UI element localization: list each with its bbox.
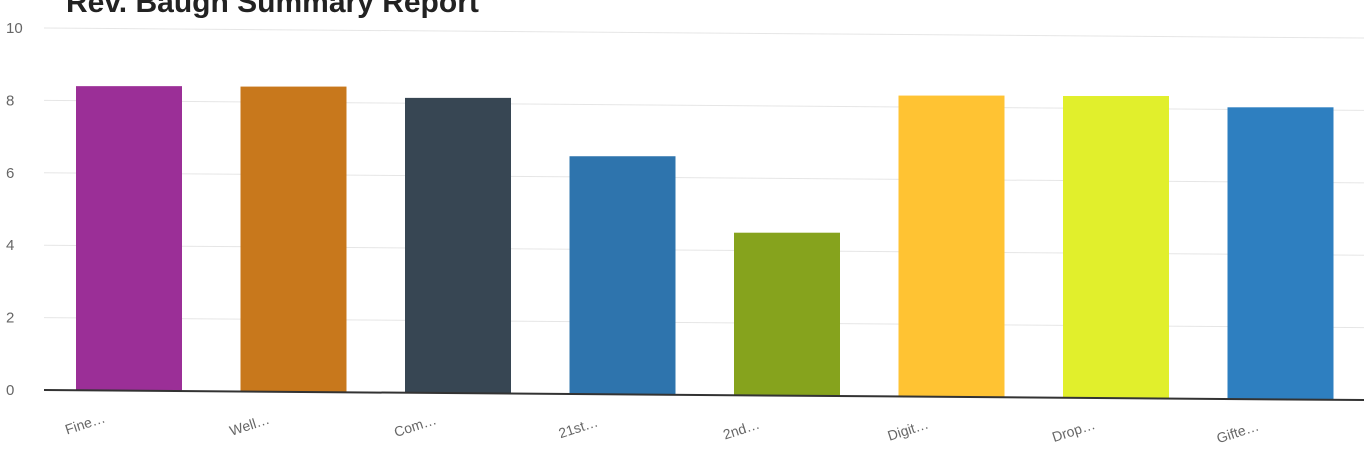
bars bbox=[76, 86, 1334, 400]
x-axis: Fine… Well… Com… 21st… 2nd… Digit… Drop… Gifte… bbox=[63, 410, 1261, 447]
x-tick-label: 21st… bbox=[556, 414, 599, 442]
chart-title: Rev. Baugh Summary Report bbox=[66, 0, 479, 19]
x-axis-line bbox=[43, 389, 1364, 402]
y-tick-label: 6 bbox=[6, 165, 14, 182]
x-tick-label: Drop… bbox=[1050, 416, 1097, 445]
x-tick-label: Well… bbox=[227, 411, 271, 439]
y-tick-label: 8 bbox=[6, 92, 14, 109]
baseline bbox=[43, 389, 1364, 402]
y-tick-label: 2 bbox=[6, 310, 14, 327]
y-tick-label: 4 bbox=[6, 237, 14, 254]
y-axis: 0 2 4 6 8 10 bbox=[6, 20, 23, 399]
x-tick-label: Com… bbox=[392, 411, 438, 440]
bar bbox=[1227, 107, 1334, 400]
x-tick-label: 2nd… bbox=[721, 416, 761, 443]
bar bbox=[240, 86, 347, 392]
x-tick-label: Digit… bbox=[885, 416, 930, 444]
bar bbox=[76, 86, 182, 391]
bar bbox=[405, 97, 511, 394]
y-tick-label: 10 bbox=[6, 20, 23, 37]
bar bbox=[734, 232, 840, 396]
bar bbox=[1063, 96, 1169, 399]
bar bbox=[898, 95, 1005, 397]
gridline bbox=[43, 27, 1364, 39]
bar bbox=[569, 156, 676, 395]
x-tick-label: Gifte… bbox=[1214, 418, 1260, 447]
y-tick-label: 0 bbox=[6, 382, 14, 399]
x-tick-label: Fine… bbox=[63, 410, 107, 438]
